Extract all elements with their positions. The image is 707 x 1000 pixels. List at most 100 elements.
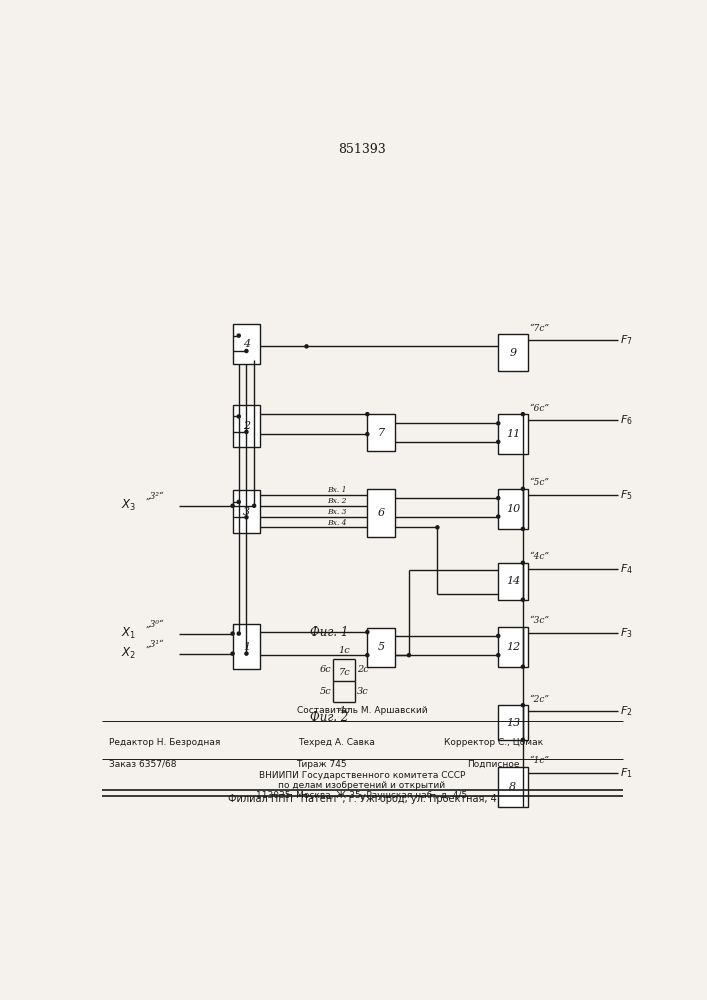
Text: Заказ 6357/68: Заказ 6357/68	[110, 760, 177, 769]
Bar	[233, 490, 260, 533]
Text: 14: 14	[506, 576, 520, 586]
Circle shape	[497, 422, 500, 425]
Circle shape	[521, 487, 525, 490]
Text: 12: 12	[506, 642, 520, 652]
Circle shape	[521, 413, 525, 416]
Circle shape	[231, 504, 234, 507]
Text: Составитель М. Аршавский: Составитель М. Аршавский	[297, 706, 427, 715]
Bar	[498, 563, 527, 600]
Text: 4: 4	[243, 339, 250, 349]
Text: Вх. 4: Вх. 4	[327, 519, 347, 527]
Circle shape	[521, 704, 525, 707]
Bar	[233, 624, 260, 669]
Text: 8: 8	[509, 782, 516, 792]
Text: 2c: 2c	[357, 665, 369, 674]
Bar	[498, 334, 527, 371]
Text: ВНИИПИ Государственного комитета СССР: ВНИИПИ Государственного комитета СССР	[259, 771, 465, 780]
Circle shape	[245, 652, 248, 655]
Text: „3²“: „3²“	[146, 492, 164, 501]
Text: 9: 9	[509, 348, 516, 358]
Text: 3c: 3c	[357, 687, 369, 696]
Text: $X_2$: $X_2$	[121, 646, 136, 661]
Bar	[368, 628, 395, 667]
Text: $F_4$: $F_4$	[620, 562, 633, 576]
Bar	[498, 767, 527, 807]
Text: Редактор Н. Безродная: Редактор Н. Безродная	[110, 738, 221, 747]
Text: 113035, Москва, Ж-35, Раушская наб., д. 4/5: 113035, Москва, Ж-35, Раушская наб., д. …	[257, 791, 467, 800]
Circle shape	[238, 334, 240, 337]
Circle shape	[407, 654, 411, 657]
Text: $F_5$: $F_5$	[620, 488, 633, 502]
Circle shape	[238, 500, 240, 503]
Text: Вх. 3: Вх. 3	[327, 508, 347, 516]
Circle shape	[252, 504, 256, 507]
Bar	[498, 627, 527, 667]
Text: “2c”: “2c”	[529, 695, 549, 704]
Circle shape	[497, 497, 500, 500]
Circle shape	[436, 526, 439, 529]
Circle shape	[238, 415, 240, 418]
Circle shape	[305, 345, 308, 348]
Bar	[233, 405, 260, 447]
Circle shape	[497, 515, 500, 518]
Text: Техред А. Савка: Техред А. Савка	[298, 738, 375, 747]
Circle shape	[497, 440, 500, 443]
Circle shape	[245, 349, 248, 353]
Circle shape	[245, 430, 248, 433]
Circle shape	[366, 654, 369, 657]
Text: $F_2$: $F_2$	[620, 704, 633, 718]
Circle shape	[366, 433, 369, 436]
Text: $F_1$: $F_1$	[620, 766, 633, 780]
Bar	[498, 489, 527, 529]
Text: 3: 3	[243, 507, 250, 517]
Bar	[498, 414, 527, 454]
Text: $F_6$: $F_6$	[620, 413, 633, 427]
Text: Тираж 745: Тираж 745	[296, 760, 346, 769]
Text: 5: 5	[378, 642, 385, 652]
Text: $F_7$: $F_7$	[620, 333, 633, 347]
Text: по делам изобретений и открытий: по делам изобретений и открытий	[279, 781, 445, 790]
Circle shape	[231, 652, 234, 655]
Text: 4c: 4c	[339, 706, 350, 715]
Circle shape	[245, 516, 248, 519]
Text: 1c: 1c	[339, 646, 350, 655]
Text: Филиал ППП "Патент", г. Ужгород, ул. Проектная, 4: Филиал ППП "Патент", г. Ужгород, ул. Про…	[228, 794, 496, 804]
Circle shape	[521, 598, 525, 601]
Text: 5c: 5c	[320, 687, 331, 696]
Text: „3⁰“: „3⁰“	[146, 620, 164, 629]
Text: 7: 7	[378, 428, 385, 438]
Text: “5c”: “5c”	[529, 478, 549, 487]
Text: 6c: 6c	[320, 665, 331, 674]
Text: $X_1$: $X_1$	[121, 626, 136, 641]
Text: Вх. 2: Вх. 2	[327, 497, 347, 505]
Text: Фиг. 2: Фиг. 2	[310, 711, 348, 724]
Text: Подписное: Подписное	[467, 760, 520, 769]
Circle shape	[521, 738, 525, 741]
Circle shape	[521, 561, 525, 564]
Bar	[368, 414, 395, 451]
Circle shape	[366, 631, 369, 634]
Bar	[498, 705, 527, 740]
Text: “7c”: “7c”	[529, 324, 549, 333]
Text: 851393: 851393	[338, 143, 386, 156]
Text: “3c”: “3c”	[529, 616, 549, 625]
Text: 11: 11	[506, 429, 520, 439]
Circle shape	[231, 632, 234, 635]
Text: 1: 1	[243, 642, 250, 652]
Text: $X_3$: $X_3$	[121, 498, 136, 513]
Text: 7c: 7c	[339, 668, 350, 677]
Text: „3¹“: „3¹“	[146, 640, 164, 649]
Text: Фиг. 1: Фиг. 1	[310, 626, 348, 639]
Circle shape	[521, 665, 525, 668]
Circle shape	[366, 413, 369, 416]
Circle shape	[497, 634, 500, 637]
Text: Корректор С., Цомак: Корректор С., Цомак	[444, 738, 544, 747]
Bar	[233, 324, 260, 364]
Text: “1c”: “1c”	[529, 756, 549, 765]
Bar	[368, 489, 395, 537]
Text: $F_3$: $F_3$	[620, 626, 633, 640]
Circle shape	[238, 632, 240, 635]
Circle shape	[521, 527, 525, 530]
Text: Вх. 1: Вх. 1	[327, 486, 347, 494]
Text: 10: 10	[506, 504, 520, 514]
